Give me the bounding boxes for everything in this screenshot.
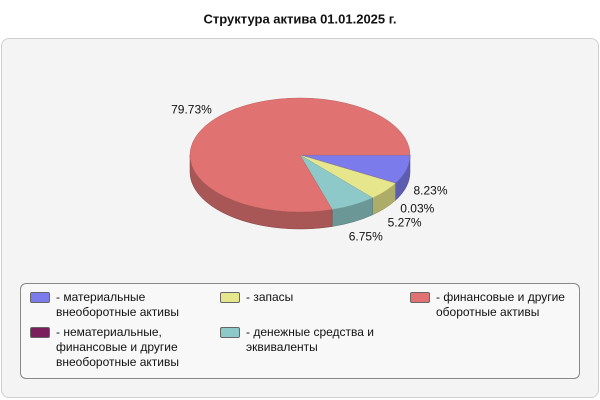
legend-swatch [220,326,240,338]
legend-label: - финансовые и другие оборотные активы [436,290,565,319]
legend-swatch [410,292,430,303]
legend: - материальные внеоборотные активы - нема… [20,283,580,379]
legend-item: - нематериальные, финансовые и другие вн… [30,325,220,373]
legend-label: - нематериальные, финансовые и другие вн… [56,324,179,369]
pie-slice [189,97,411,213]
data-label: 0.03% [400,201,434,215]
data-label: 6.75% [349,230,383,244]
legend-item: - материальные внеоборотные активы [30,290,220,323]
data-label: 5.27% [388,215,422,229]
legend-label: - материальные внеоборотные активы [56,290,179,319]
legend-swatch [220,292,240,303]
legend-swatch [30,292,50,303]
data-label: 8.23% [413,183,447,197]
pie-tops [189,97,411,213]
legend-swatch [30,326,50,338]
data-label: 79.73% [171,103,212,117]
chart-title: Структура актива 01.01.2025 г. [204,11,397,26]
legend-item: - запасы [220,290,410,323]
legend-item: - денежные средства и эквиваленты [220,325,410,373]
legend-label: - запасы [246,290,294,304]
legend-label: - денежные средства и эквиваленты [246,324,374,354]
legend-item: - финансовые и другие оборотные активы [410,290,570,323]
